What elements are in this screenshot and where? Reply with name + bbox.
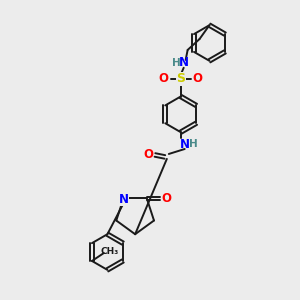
Text: O: O <box>162 192 172 205</box>
Text: O: O <box>159 72 169 85</box>
Text: N: N <box>179 56 189 69</box>
Text: H: H <box>189 139 198 149</box>
Text: O: O <box>193 72 202 85</box>
Text: S: S <box>176 72 185 85</box>
Text: CH₃: CH₃ <box>101 247 119 256</box>
Text: H: H <box>172 58 181 68</box>
Text: O: O <box>143 148 153 161</box>
Text: N: N <box>118 193 128 206</box>
Text: N: N <box>180 138 190 151</box>
